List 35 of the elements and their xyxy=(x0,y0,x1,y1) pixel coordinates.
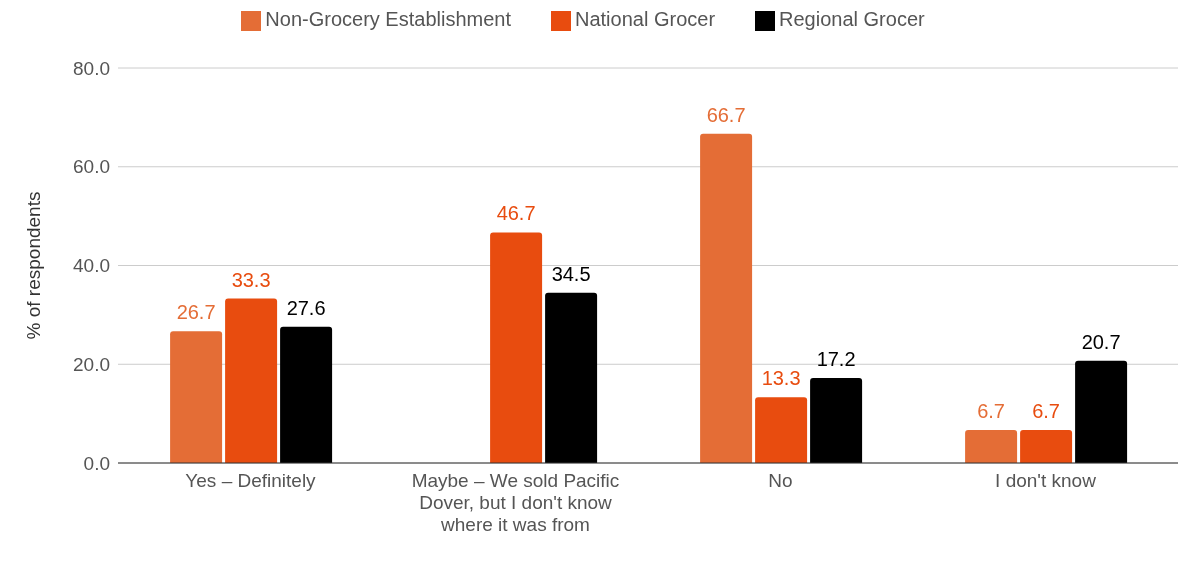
bar xyxy=(965,429,1018,463)
data-label: 20.7 xyxy=(1081,330,1121,353)
data-label: 46.7 xyxy=(496,202,536,225)
x-tick-label: Maybe – We sold Pacific Dover, but I don't know where it was from xyxy=(411,470,620,535)
y-tick-label: 0.0 xyxy=(83,452,110,474)
data-label: 34.5 xyxy=(551,262,591,285)
data-label: 6.7 xyxy=(1032,399,1061,422)
data-label: 66.7 xyxy=(706,103,746,126)
data-label: 17.2 xyxy=(816,348,856,371)
legend-label: Regional Grocer xyxy=(779,8,925,30)
y-tick-label: 40.0 xyxy=(73,255,110,277)
data-label: 33.3 xyxy=(231,268,271,291)
y-tick-label: 80.0 xyxy=(73,57,110,79)
bar xyxy=(280,326,333,463)
data-label: 13.3 xyxy=(761,367,801,390)
x-tick-label: Yes – Definitely xyxy=(185,470,317,491)
data-label: 27.6 xyxy=(286,296,326,319)
bar xyxy=(225,298,278,463)
legend-label: National Grocer xyxy=(574,8,716,30)
y-tick-label: 20.0 xyxy=(73,353,110,375)
bar xyxy=(810,378,863,463)
bar xyxy=(1075,360,1128,463)
x-tick-label: I don't know xyxy=(995,470,1097,491)
bar xyxy=(1020,429,1073,463)
data-label: 26.7 xyxy=(176,301,216,324)
y-tick-label: 60.0 xyxy=(73,156,110,178)
bar xyxy=(490,232,543,463)
bar xyxy=(755,397,808,463)
y-axis-title: % of respondents xyxy=(22,191,44,340)
data-label: 6.7 xyxy=(977,399,1006,422)
x-tick-label: No xyxy=(768,470,793,491)
bar xyxy=(170,331,223,463)
legend-label: Non-Grocery Establishment xyxy=(265,8,511,30)
bar xyxy=(700,133,753,463)
bar xyxy=(545,292,598,463)
